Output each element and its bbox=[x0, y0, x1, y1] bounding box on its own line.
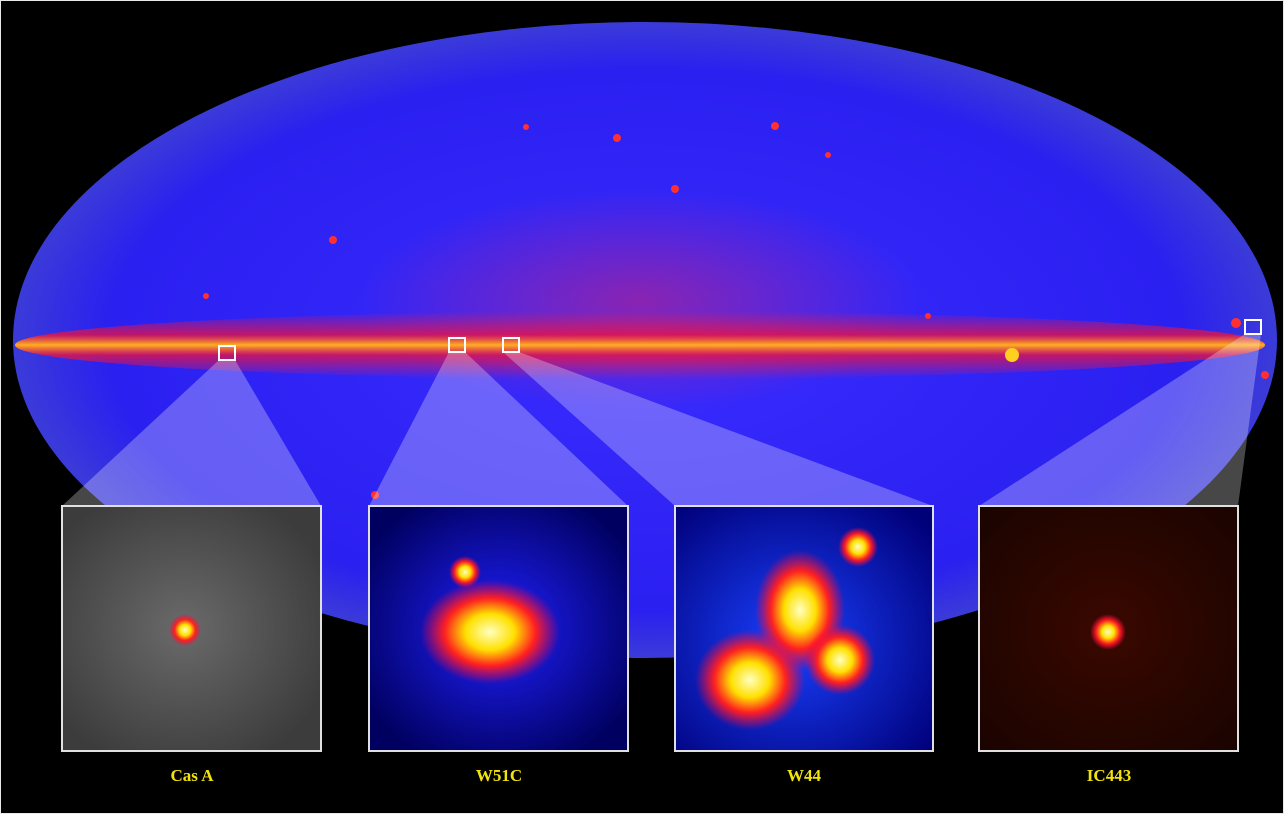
point-sources bbox=[203, 122, 1269, 499]
zoom-projections bbox=[62, 334, 1261, 506]
inset-w51c bbox=[368, 505, 629, 752]
inset-ic443 bbox=[978, 505, 1239, 752]
inset-label: W44 bbox=[787, 766, 822, 785]
inset-cas-a bbox=[61, 505, 322, 752]
galactic-plane bbox=[15, 311, 1265, 379]
inset-label: Cas A bbox=[171, 766, 215, 785]
inset-label: W51C bbox=[476, 766, 522, 785]
inset-w44 bbox=[674, 505, 934, 752]
source-boxes bbox=[218, 319, 1262, 361]
inset-label: IC443 bbox=[1087, 766, 1131, 785]
